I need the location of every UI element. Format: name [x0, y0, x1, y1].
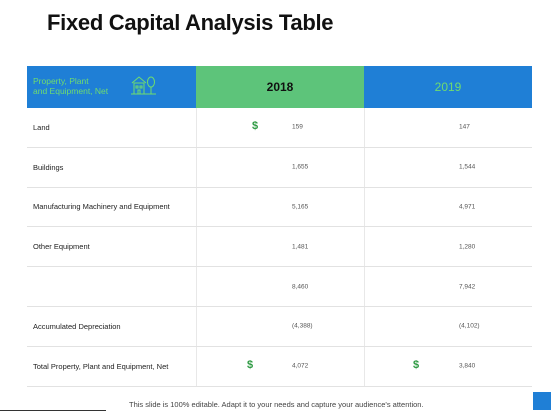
header-label-line1: Property, Plant	[33, 76, 89, 86]
row-label: Accumulated Depreciation	[33, 321, 121, 331]
value-2019: 147	[459, 123, 470, 131]
header-label-line2: and Equipment, Net	[33, 86, 109, 96]
page-title: Fixed Capital Analysis Table	[47, 10, 334, 35]
value-cell-2019: $3,840	[364, 346, 532, 386]
table-row: 8,460 7,942	[27, 267, 532, 307]
building-tree-icon	[131, 74, 157, 101]
row-label: Land	[33, 122, 50, 132]
value-cell-2018: (4,388)	[196, 306, 364, 346]
corner-accent	[533, 392, 551, 410]
value-cell-2018: 5,165	[196, 187, 364, 227]
header-year-2019: 2019	[364, 66, 532, 108]
value-cell-2019: 147	[364, 108, 532, 147]
value-2019: 3,840	[459, 362, 476, 370]
value-2019: (4,102)	[459, 322, 480, 330]
value-cell-2018: $159	[196, 108, 364, 147]
header-label: Property, Plant and Equipment, Net	[33, 76, 108, 96]
header-year-2018: 2018	[196, 66, 364, 108]
row-label: Buildings	[33, 162, 64, 172]
value-2018: 1,655	[292, 163, 309, 171]
value-2018: (4,388)	[292, 322, 313, 330]
value-2018: 1,481	[292, 243, 309, 251]
table-row: Accumulated Depreciation (4,388) (4,102)	[27, 306, 532, 347]
value-cell-2019: 7,942	[364, 267, 532, 306]
header-label-cell: Property, Plant and Equipment, Net	[27, 66, 196, 108]
row-label: Total Property, Plant and Equipment, Net	[33, 361, 169, 371]
table-row: Other Equipment 1,481 1,280	[27, 227, 532, 268]
value-cell-2019: (4,102)	[364, 306, 532, 346]
value-cell-2018: 8,460	[196, 267, 364, 306]
dollar-sign: $	[247, 359, 254, 372]
fixed-capital-table: Property, Plant and Equipment, Net	[27, 66, 532, 387]
value-2019: 1,544	[459, 163, 476, 171]
table-header: Property, Plant and Equipment, Net	[27, 66, 532, 108]
row-label	[27, 267, 196, 306]
table-body: Land $159 147 Buildings 1,655 1,544 Manufactur…	[27, 108, 532, 387]
value-2019: 7,942	[459, 283, 476, 291]
table-row: Buildings 1,655 1,544	[27, 147, 532, 188]
row-label: Other Equipment	[33, 242, 90, 252]
value-cell-2019: 4,971	[364, 187, 532, 227]
value-cell-2019: 1,544	[364, 147, 532, 187]
value-cell-2019: 1,280	[364, 227, 532, 267]
value-2019: 1,280	[459, 243, 476, 251]
table-row: Land $159 147	[27, 108, 532, 148]
value-2018: 5,165	[292, 203, 309, 211]
dollar-sign: $	[252, 120, 259, 133]
dollar-sign: $	[413, 359, 420, 372]
value-2018: 4,072	[292, 362, 309, 370]
value-cell-2018: 1,655	[196, 147, 364, 187]
value-2018: 8,460	[292, 283, 309, 291]
row-label: Manufacturing Machinery and Equipment	[33, 202, 170, 212]
footer-note: This slide is 100% editable. Adapt it to…	[129, 400, 424, 409]
value-cell-2018: 1,481	[196, 227, 364, 267]
table-row: Total Property, Plant and Equipment, Net…	[27, 346, 532, 387]
value-2019: 4,971	[459, 203, 476, 211]
footer-divider	[0, 410, 106, 411]
table-row: Manufacturing Machinery and Equipment 5,1…	[27, 187, 532, 228]
value-2018: 159	[292, 123, 303, 131]
value-cell-2018: $4,072	[196, 346, 364, 386]
